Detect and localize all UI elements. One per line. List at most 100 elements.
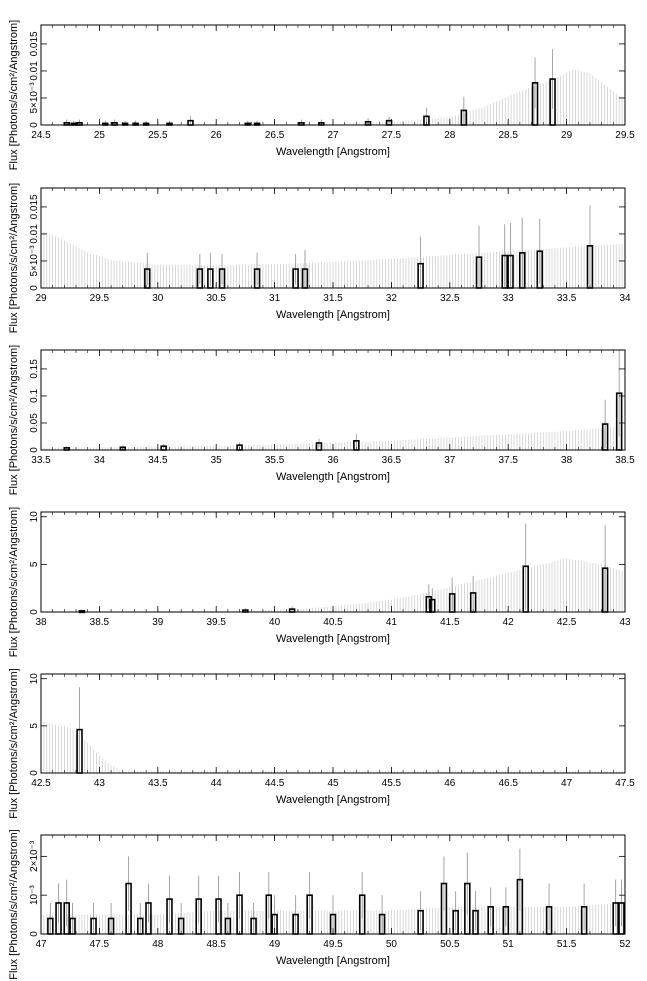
y-tick-label: 0.015 [29,194,40,219]
x-tick-label: 43.5 [148,778,168,789]
y-tick-label: 0.01 [29,224,40,244]
x-tick-label: 24.5 [31,130,51,141]
x-tick-label: 49.5 [323,939,343,950]
x-tick-label: 50 [386,939,398,950]
x-tick-label: 29 [35,293,47,304]
x-tick-label: 33.5 [557,293,577,304]
y-axis-label: Flux [Photons/s/cm²/Angstrom] [8,345,20,495]
y-tick-label: 0 [29,122,40,128]
x-tick-label: 42.5 [31,778,51,789]
y-tick-label: 0 [29,770,40,776]
y-tick-label: 0 [29,609,40,615]
x-tick-label: 25 [94,130,106,141]
y-tick-label: 0.1 [29,389,40,403]
y-tick-label: 0.15 [29,359,40,379]
x-tick-label: 39 [152,617,164,628]
plot-frame [40,673,626,774]
x-tick-label: 51 [503,939,515,950]
spectrum-panel-4: 38 38.5 39 39.5 40 40.5 41 41.5 42 42.5 43 0 5 10 Wave… [8,507,631,657]
x-tick-label: 30.5 [206,293,226,304]
y-axis-label: Flux [Photons/s/cm²/Angstrom] [8,829,20,979]
x-tick-label: 26.5 [265,130,285,141]
x-axis-label: Wavelength [Angstrom] [276,471,390,483]
x-tick-label: 27 [327,130,339,141]
x-tick-label: 31 [269,293,281,304]
y-tick-label: 10 [29,511,40,523]
x-tick-label: 44 [211,778,223,789]
x-tick-label: 47 [35,939,47,950]
x-tick-label: 46.5 [498,778,518,789]
y-axis-label: Flux [Photons/s/cm²/Angstrom] [8,183,20,333]
spectrum-panel-3: 33.5 34 34.5 35 35.5 36 36.5 37 37.5 38 38.5 0 0.05 0… [8,345,635,495]
y-tick-label: 0 [29,447,40,453]
x-tick-label: 28.5 [498,130,518,141]
x-tick-label: 25.5 [148,130,168,141]
x-tick-label: 27.5 [382,130,402,141]
model-curve [40,558,626,612]
x-tick-label: 40.5 [323,617,343,628]
x-tick-label: 50.5 [440,939,460,950]
y-axis-label: Flux [Photons/s/cm²/Angstrom] [8,507,20,657]
x-tick-label: 33.5 [31,455,51,466]
x-tick-label: 43 [619,617,631,628]
x-tick-label: 37.5 [498,455,518,466]
y-tick-label: 0.01 [29,61,40,81]
x-tick-label: 48.5 [206,939,226,950]
x-tick-label: 52 [619,939,631,950]
spectrum-panel-1: 24.5 25 25.5 26 26.5 27 27.5 28 28.5 29 29.5 0 5×10⁻… [8,20,635,170]
x-axis-label: Wavelength [Angstrom] [276,309,390,321]
x-tick-label: 41 [386,617,398,628]
x-tick-label: 38 [561,455,573,466]
y-tick-label: 5 [29,561,40,567]
x-tick-label: 35.5 [265,455,285,466]
x-tick-label: 46 [444,778,456,789]
y-tick-label: 10⁻³ [29,885,40,905]
x-tick-label: 32 [386,293,398,304]
x-tick-label: 38.5 [90,617,110,628]
x-axis-label: Wavelength [Angstrom] [276,633,390,645]
x-tick-label: 38 [35,617,47,628]
y-tick-label: 0.015 [29,31,40,56]
x-tick-label: 45 [327,778,339,789]
x-tick-label: 33 [503,293,515,304]
y-tick-label: 5×10⁻³ [29,245,40,277]
y-axis-label: Flux [Photons/s/cm²/Angstrom] [8,20,20,170]
model-curve [40,721,626,773]
x-tick-label: 34 [94,455,106,466]
y-tick-label: 5 [29,723,40,729]
x-tick-label: 47.5 [90,939,110,950]
x-tick-label: 40 [269,617,281,628]
x-tick-label: 49 [269,939,281,950]
x-tick-label: 34 [619,293,631,304]
x-tick-label: 31.5 [323,293,343,304]
x-axis-label: Wavelength [Angstrom] [276,794,390,806]
x-tick-label: 29.5 [615,130,635,141]
x-tick-label: 39.5 [206,617,226,628]
x-tick-label: 47 [561,778,573,789]
y-tick-label: 0 [29,931,40,937]
x-tick-label: 29.5 [90,293,110,304]
x-axis-label: Wavelength [Angstrom] [276,955,390,967]
x-tick-label: 36.5 [382,455,402,466]
spectrum-panel-6: 47 47.5 48 48.5 49 49.5 50 50.5 51 51.5 52 0 10⁻³ 2×1… [8,829,631,979]
x-tick-label: 30 [152,293,164,304]
x-axis-label: Wavelength [Angstrom] [276,146,390,158]
x-tick-label: 48 [152,939,164,950]
x-tick-label: 32.5 [440,293,460,304]
x-tick-label: 47.5 [615,778,635,789]
x-tick-label: 38.5 [615,455,635,466]
x-tick-label: 36 [327,455,339,466]
y-tick-label: 0 [29,285,40,291]
x-tick-label: 42 [503,617,515,628]
x-tick-label: 41.5 [440,617,460,628]
x-tick-label: 29 [561,130,573,141]
spectrum-panel-5: 42.5 43 43.5 44 44.5 45 45.5 46 46.5 47 47.5 0 5 10 Wa… [8,668,635,818]
y-tick-label: 0.05 [29,413,40,433]
x-tick-label: 34.5 [148,455,168,466]
x-tick-label: 28 [444,130,456,141]
y-tick-label: 2×10⁻³ [29,840,40,872]
x-tick-label: 51.5 [557,939,577,950]
x-tick-label: 42.5 [557,617,577,628]
x-tick-label: 43 [94,778,106,789]
